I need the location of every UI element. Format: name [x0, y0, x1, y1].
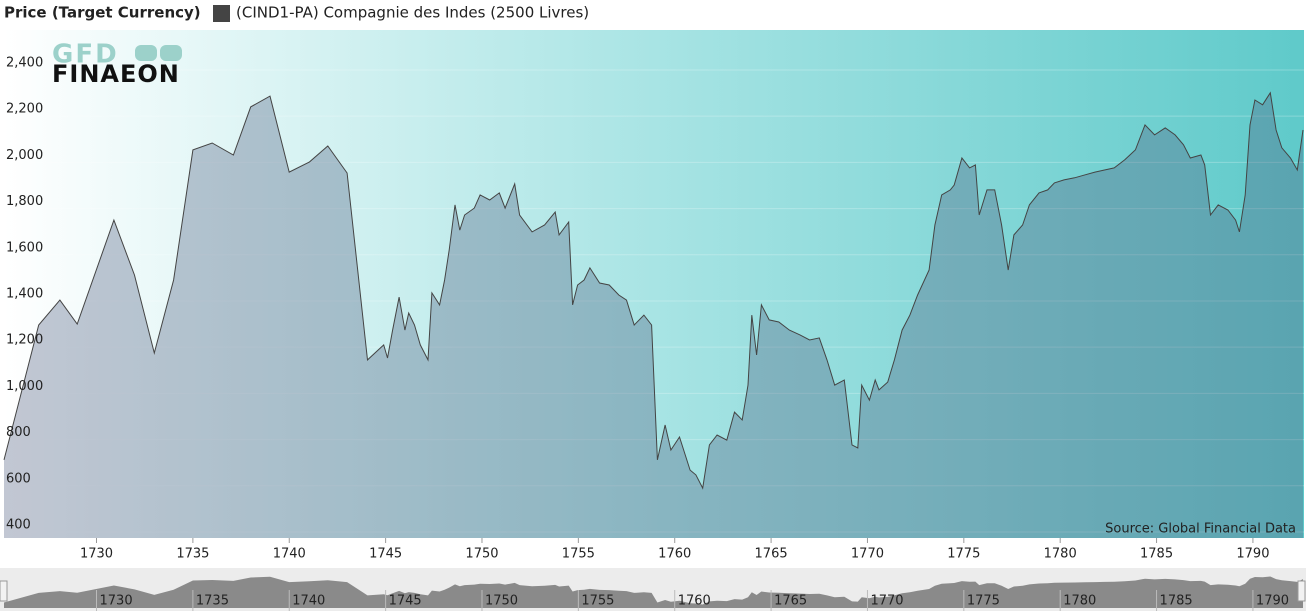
navigator-label: 1745 [389, 594, 422, 609]
y-tick-label: 2,200 [6, 102, 43, 117]
legend-swatch [213, 5, 230, 22]
x-tick-label: 1770 [851, 547, 884, 562]
legend-label: (CIND1-PA) Compagnie des Indes (2500 Liv… [236, 4, 589, 22]
y-tick-label: 2,400 [6, 55, 43, 70]
navigator-label: 1785 [1160, 594, 1193, 609]
logo-leaf [160, 45, 182, 61]
source-note: Source: Global Financial Data [1105, 522, 1296, 537]
navigator-area [4, 576, 1303, 608]
x-tick-label: 1760 [658, 547, 691, 562]
x-tick-label: 1735 [176, 547, 209, 562]
plot-background [4, 30, 1304, 538]
x-tick-label: 1755 [562, 547, 595, 562]
logo-top: GFD [52, 40, 119, 70]
navigator-handle[interactable] [0, 580, 8, 602]
logo-leaf [135, 45, 157, 61]
navigator-handle[interactable] [1297, 580, 1306, 602]
navigator-label: 1760 [678, 594, 711, 609]
navigator-label: 1765 [774, 594, 807, 609]
navigator-label: 1735 [196, 594, 229, 609]
y-tick-label: 1,600 [6, 240, 43, 255]
y-tick-label: 1,800 [6, 194, 43, 209]
navigator-label: 1750 [485, 594, 518, 609]
navigator-label: 1755 [581, 594, 614, 609]
x-tick-label: 1730 [80, 547, 113, 562]
navigator-label: 1770 [870, 594, 903, 609]
y-tick-label: 1,000 [6, 379, 43, 394]
x-tick-label: 1740 [273, 547, 306, 562]
y-tick-label: 800 [6, 425, 31, 440]
navigator-label: 1780 [1063, 594, 1096, 609]
chart-title: Price (Target Currency) [4, 4, 201, 22]
y-tick-label: 400 [6, 517, 31, 532]
logo-bottom: FINAEON [52, 60, 180, 88]
x-tick-label: 1780 [1044, 547, 1077, 562]
navigator-label: 1740 [292, 594, 325, 609]
navigator-label: 1790 [1256, 594, 1289, 609]
y-tick-label: 600 [6, 471, 31, 486]
y-tick-label: 2,000 [6, 148, 43, 163]
x-tick-label: 1775 [947, 547, 980, 562]
navigator-label: 1730 [100, 594, 133, 609]
x-tick-label: 1750 [465, 547, 498, 562]
x-tick-label: 1745 [369, 547, 402, 562]
x-tick-label: 1790 [1236, 547, 1269, 562]
y-tick-label: 1,400 [6, 286, 43, 301]
x-tick-label: 1785 [1140, 547, 1173, 562]
x-tick-label: 1765 [755, 547, 788, 562]
area-line [3, 91, 1304, 490]
navigator-label: 1775 [967, 594, 1000, 609]
y-tick-label: 1,200 [6, 333, 43, 348]
